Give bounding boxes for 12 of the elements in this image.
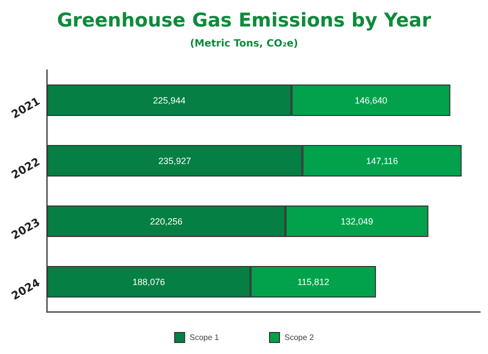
legend-label: Scope 1 — [190, 333, 220, 342]
data-label: 146,640 — [354, 95, 388, 106]
chart-subtitle: (Metric Tons, CO₂e) — [190, 38, 298, 50]
data-label: 147,116 — [366, 156, 398, 166]
data-label: 115,812 — [297, 276, 330, 287]
data-label: 220,256 — [150, 216, 182, 226]
data-label: 132,049 — [340, 216, 374, 226]
data-label: 235,927 — [158, 156, 191, 166]
legend-label: Scope 2 — [284, 333, 314, 342]
data-label: 225,944 — [153, 95, 186, 106]
data-label: 188,076 — [132, 276, 166, 287]
chart-title: Greenhouse Gas Emissions by Year — [56, 10, 432, 32]
